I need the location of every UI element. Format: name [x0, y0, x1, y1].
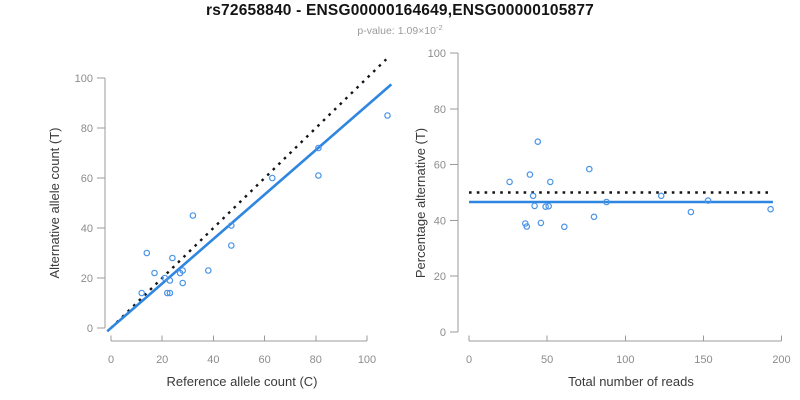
data-point: [603, 198, 610, 206]
y-tick-label: 0: [440, 327, 446, 339]
data-point: [384, 112, 391, 119]
data-point: [268, 174, 276, 182]
data-point: [315, 172, 322, 179]
data-point: [526, 171, 534, 178]
y-tick-label: 0: [87, 323, 93, 335]
x-tick-label: 80: [310, 354, 322, 366]
fit-line: [106, 83, 393, 333]
data-point: [546, 178, 554, 186]
data-point: [590, 213, 598, 221]
x-tick-label: 0: [108, 354, 114, 366]
left-yaxis-label: Alternative allele count (T): [47, 127, 62, 279]
x-tick-label: 50: [541, 354, 553, 366]
y-tick-label: 40: [434, 215, 446, 227]
data-point: [179, 267, 187, 274]
data-point: [166, 277, 174, 284]
y-tick-label: 100: [428, 48, 446, 60]
pvalue-mantissa: 1.09×10: [397, 25, 436, 37]
data-point: [166, 289, 174, 297]
plot-subtitle: p-value: 1.09×10-2: [0, 23, 800, 37]
x-tick-label: 200: [772, 354, 790, 366]
allele-counts-plot: 0 20 40 60 80 100 0 20 40 60 80 100: [75, 58, 393, 366]
data-point: [151, 269, 158, 277]
y-tick-label: 20: [434, 271, 446, 283]
data-point: [542, 203, 549, 211]
y-tick-label: 100: [75, 73, 93, 85]
right-yaxis-label: Percentage alternative (T): [413, 127, 428, 279]
plot-title: rs72658840 - ENSG00000164649,ENSG0000010…: [206, 2, 594, 19]
percentage-vs-depth-plot: 0 20 40 60 80 100 0 50 100 150 200: [428, 48, 791, 366]
x-tick-label: 150: [694, 354, 712, 366]
data-point: [657, 192, 665, 200]
data-point: [161, 274, 169, 282]
y-tick-label: 60: [434, 160, 446, 172]
y-tick-label: 40: [81, 223, 93, 235]
data-point: [529, 192, 537, 200]
pvalue-label: p-value:: [357, 25, 395, 37]
data-point: [189, 212, 197, 219]
x-tick-label: 20: [156, 354, 168, 366]
data-point: [315, 144, 322, 152]
x-tick-label: 0: [466, 354, 472, 366]
data-point: [585, 165, 593, 173]
data-point: [545, 202, 553, 210]
x-tick-label: 60: [258, 354, 270, 366]
data-point: [767, 205, 774, 213]
data-point: [205, 267, 212, 274]
data-point: [704, 197, 712, 204]
data-point: [138, 289, 146, 297]
identity-line: [110, 58, 388, 329]
data-point: [228, 222, 235, 229]
x-tick-label: 100: [616, 354, 634, 366]
data-point: [531, 202, 538, 210]
data-point: [164, 289, 171, 297]
x-tick-label: 40: [207, 354, 219, 366]
data-point: [687, 208, 695, 216]
y-tick-label: 80: [434, 104, 446, 116]
left-xaxis-label: Reference allele count (C): [166, 374, 318, 389]
data-point: [534, 138, 542, 146]
data-point: [179, 279, 187, 287]
data-point: [506, 178, 513, 186]
pvalue-exponent: -2: [435, 23, 443, 32]
y-tick-label: 60: [81, 173, 93, 185]
x-tick-label: 100: [358, 354, 376, 366]
data-point: [560, 223, 568, 231]
data-point: [169, 254, 176, 262]
right-xaxis-label: Total number of reads: [568, 374, 694, 389]
data-point: [228, 242, 235, 249]
data-point: [537, 219, 545, 227]
data-point: [523, 223, 531, 230]
y-tick-label: 80: [81, 123, 93, 135]
y-tick-label: 20: [81, 273, 93, 285]
data-point: [143, 249, 151, 257]
